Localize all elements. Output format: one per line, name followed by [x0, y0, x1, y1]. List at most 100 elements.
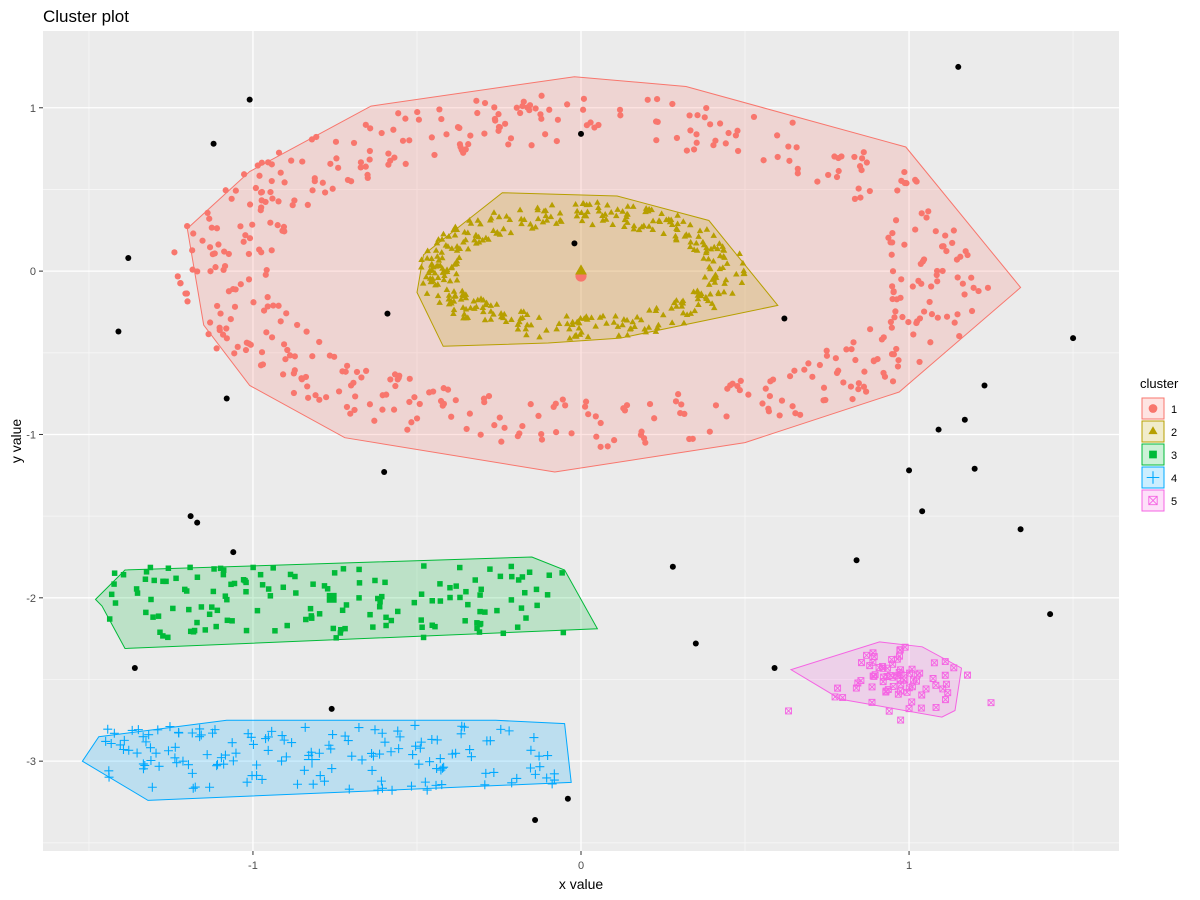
point-cluster-1: [465, 141, 472, 148]
point-cluster-1: [689, 435, 696, 442]
point-cluster-2: [482, 301, 490, 308]
point-cluster-3: [395, 608, 401, 615]
point-cluster-1: [860, 149, 867, 156]
point-cluster-1: [899, 313, 906, 321]
point-cluster-2: [482, 234, 490, 241]
point-cluster-1: [863, 159, 870, 166]
legend-item-2: 2: [1141, 420, 1177, 443]
point-cluster-4: [386, 747, 396, 757]
point-cluster-3: [303, 616, 309, 623]
point-cluster-2: [642, 328, 650, 335]
point-cluster-2: [487, 308, 495, 314]
point-cluster-3: [419, 624, 425, 630]
point-cluster-1: [765, 405, 772, 412]
point-cluster-1: [316, 338, 323, 346]
point-cluster-2: [630, 222, 638, 229]
point-cluster-4: [408, 750, 418, 760]
point-cluster-2: [578, 209, 585, 216]
point-cluster-2: [615, 332, 623, 338]
point-cluster-1: [362, 121, 369, 128]
y-tick-label: -3: [26, 756, 36, 768]
point-cluster-1: [778, 397, 786, 404]
point-cluster-2: [693, 288, 701, 295]
point-cluster-2: [542, 212, 550, 219]
point-cluster-2: [624, 219, 631, 225]
point-cluster-1: [274, 222, 281, 229]
point-cluster-1: [270, 302, 277, 309]
point-cluster-1: [215, 241, 222, 248]
point-cluster-1: [205, 331, 212, 338]
point-cluster-3: [340, 566, 347, 572]
point-cluster-1: [887, 318, 894, 326]
point-cluster-3: [222, 593, 229, 599]
point-cluster-2: [453, 276, 461, 283]
point-cluster-1: [259, 361, 267, 368]
point-cluster-3: [367, 611, 373, 618]
point-cluster-1: [350, 139, 358, 147]
point-cluster-1: [199, 237, 206, 244]
point-cluster-2: [451, 293, 458, 299]
point-cluster-5: [908, 683, 916, 691]
point-cluster-2: [715, 290, 723, 297]
point-cluster-2: [660, 230, 667, 237]
point-cluster-2: [460, 292, 468, 299]
point-cluster-1: [234, 343, 241, 350]
point-cluster-3: [356, 580, 363, 586]
point-cluster-1: [939, 267, 946, 275]
point-cluster-1: [932, 228, 939, 235]
point-cluster-1: [225, 250, 232, 258]
point-cluster-1: [283, 310, 290, 317]
point-cluster-1: [789, 403, 796, 410]
point-cluster-1: [267, 189, 274, 196]
point-cluster-1: [463, 425, 470, 433]
point-cluster-2: [619, 321, 626, 328]
points-cluster-1: [171, 92, 992, 450]
point-cluster-5: [885, 707, 893, 715]
point-cluster-2: [566, 335, 574, 341]
point-cluster-2: [434, 292, 442, 299]
point-cluster-1: [825, 171, 832, 179]
point-cluster-1: [943, 247, 950, 255]
point-cluster-4: [277, 731, 287, 741]
point-cluster-1: [528, 142, 535, 149]
point-cluster-4: [534, 751, 544, 761]
point-cluster-1: [889, 283, 896, 290]
point-cluster-3: [270, 565, 276, 571]
point-cluster-1: [505, 141, 512, 148]
point-cluster-5: [922, 685, 930, 693]
point-cluster-1: [237, 223, 244, 230]
point-cluster-1: [312, 392, 319, 399]
point-cluster-4: [406, 781, 416, 791]
point-cluster-2: [707, 290, 714, 297]
point-cluster-4: [147, 782, 157, 792]
point-cluster-1: [616, 106, 624, 113]
point-cluster-1: [268, 334, 276, 341]
point-cluster-2: [581, 212, 588, 218]
point-cluster-3: [187, 628, 194, 635]
point-cluster-1: [313, 133, 320, 141]
point-cluster-4: [377, 728, 387, 738]
point-cluster-1: [436, 106, 443, 113]
point-cluster-1: [760, 157, 767, 164]
point-cluster-1: [264, 294, 271, 301]
point-cluster-3: [494, 607, 500, 614]
point-cluster-3: [143, 569, 150, 575]
point-cluster-1: [776, 412, 783, 419]
point-cluster-4: [387, 785, 397, 795]
point-cluster-3: [191, 627, 198, 634]
point-cluster-2: [453, 247, 461, 253]
point-cluster-4: [144, 730, 154, 740]
point-cluster-1: [269, 195, 276, 202]
point-cluster-4: [196, 730, 206, 740]
point-cluster-2: [703, 244, 710, 251]
point-cluster-2: [635, 226, 643, 233]
point-cluster-4: [326, 744, 336, 754]
point-cluster-3: [287, 571, 294, 578]
point-cluster-3: [546, 572, 553, 578]
point-cluster-2: [462, 305, 470, 312]
point-cluster-1: [526, 107, 533, 114]
point-cluster-2: [543, 217, 551, 223]
point-cluster-1: [263, 266, 270, 274]
point-cluster-2: [624, 203, 632, 209]
point-cluster-4: [525, 763, 535, 773]
